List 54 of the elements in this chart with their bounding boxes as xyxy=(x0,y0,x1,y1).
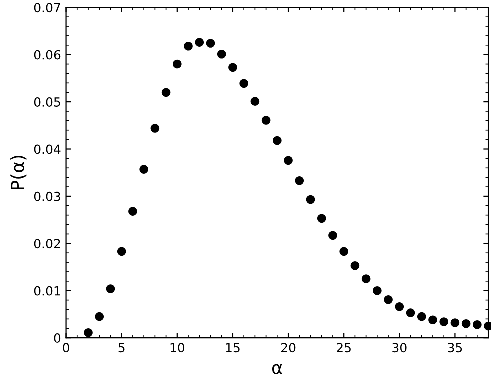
point xyxy=(395,302,404,312)
point xyxy=(173,60,182,69)
y-tick-label: 0.02 xyxy=(34,239,60,249)
point xyxy=(317,214,326,224)
y-tick-label: 0.03 xyxy=(34,192,60,202)
x-axis-title: α xyxy=(272,364,283,375)
point xyxy=(195,38,204,47)
point xyxy=(295,176,304,186)
y-tick-label: 0.07 xyxy=(34,3,60,13)
point xyxy=(117,247,126,256)
x-tick-label: 10 xyxy=(170,343,185,353)
point xyxy=(217,50,226,59)
point xyxy=(95,312,104,322)
point xyxy=(273,136,282,146)
point xyxy=(128,207,138,216)
point xyxy=(428,316,438,325)
point xyxy=(373,286,382,296)
point xyxy=(228,63,238,72)
point xyxy=(84,328,93,338)
point xyxy=(417,312,426,322)
y-tick-label: 0 xyxy=(54,334,61,343)
point xyxy=(262,116,271,125)
point xyxy=(406,308,416,318)
x-tick-label: 5 xyxy=(118,343,125,353)
point xyxy=(306,195,316,204)
y-tick-label: 0.04 xyxy=(34,144,61,154)
point xyxy=(184,42,193,51)
point xyxy=(328,231,338,240)
point xyxy=(462,320,471,328)
point xyxy=(350,261,360,270)
point xyxy=(106,284,116,294)
y-tick-label: 0.01 xyxy=(34,286,60,296)
y-axis-title: P(α) xyxy=(10,156,27,190)
y-tick-label: 0.06 xyxy=(34,50,61,60)
point xyxy=(473,320,482,330)
y-tick-label: 0.05 xyxy=(34,98,60,107)
point xyxy=(250,97,260,106)
point xyxy=(150,124,160,133)
x-tick-label: 0 xyxy=(63,343,70,353)
point xyxy=(240,79,248,88)
x-tick-label: 35 xyxy=(448,343,462,353)
point xyxy=(206,39,216,48)
point xyxy=(450,318,460,328)
point xyxy=(440,318,448,326)
x-tick-label: 30 xyxy=(392,343,407,353)
point xyxy=(340,247,348,256)
x-tick-label: 15 xyxy=(226,343,240,353)
point xyxy=(284,156,293,165)
x-tick-label: 20 xyxy=(281,343,296,353)
point xyxy=(384,295,393,304)
x-tick-label: 25 xyxy=(337,343,351,353)
point xyxy=(140,165,148,174)
point xyxy=(162,88,171,97)
point xyxy=(362,274,371,284)
